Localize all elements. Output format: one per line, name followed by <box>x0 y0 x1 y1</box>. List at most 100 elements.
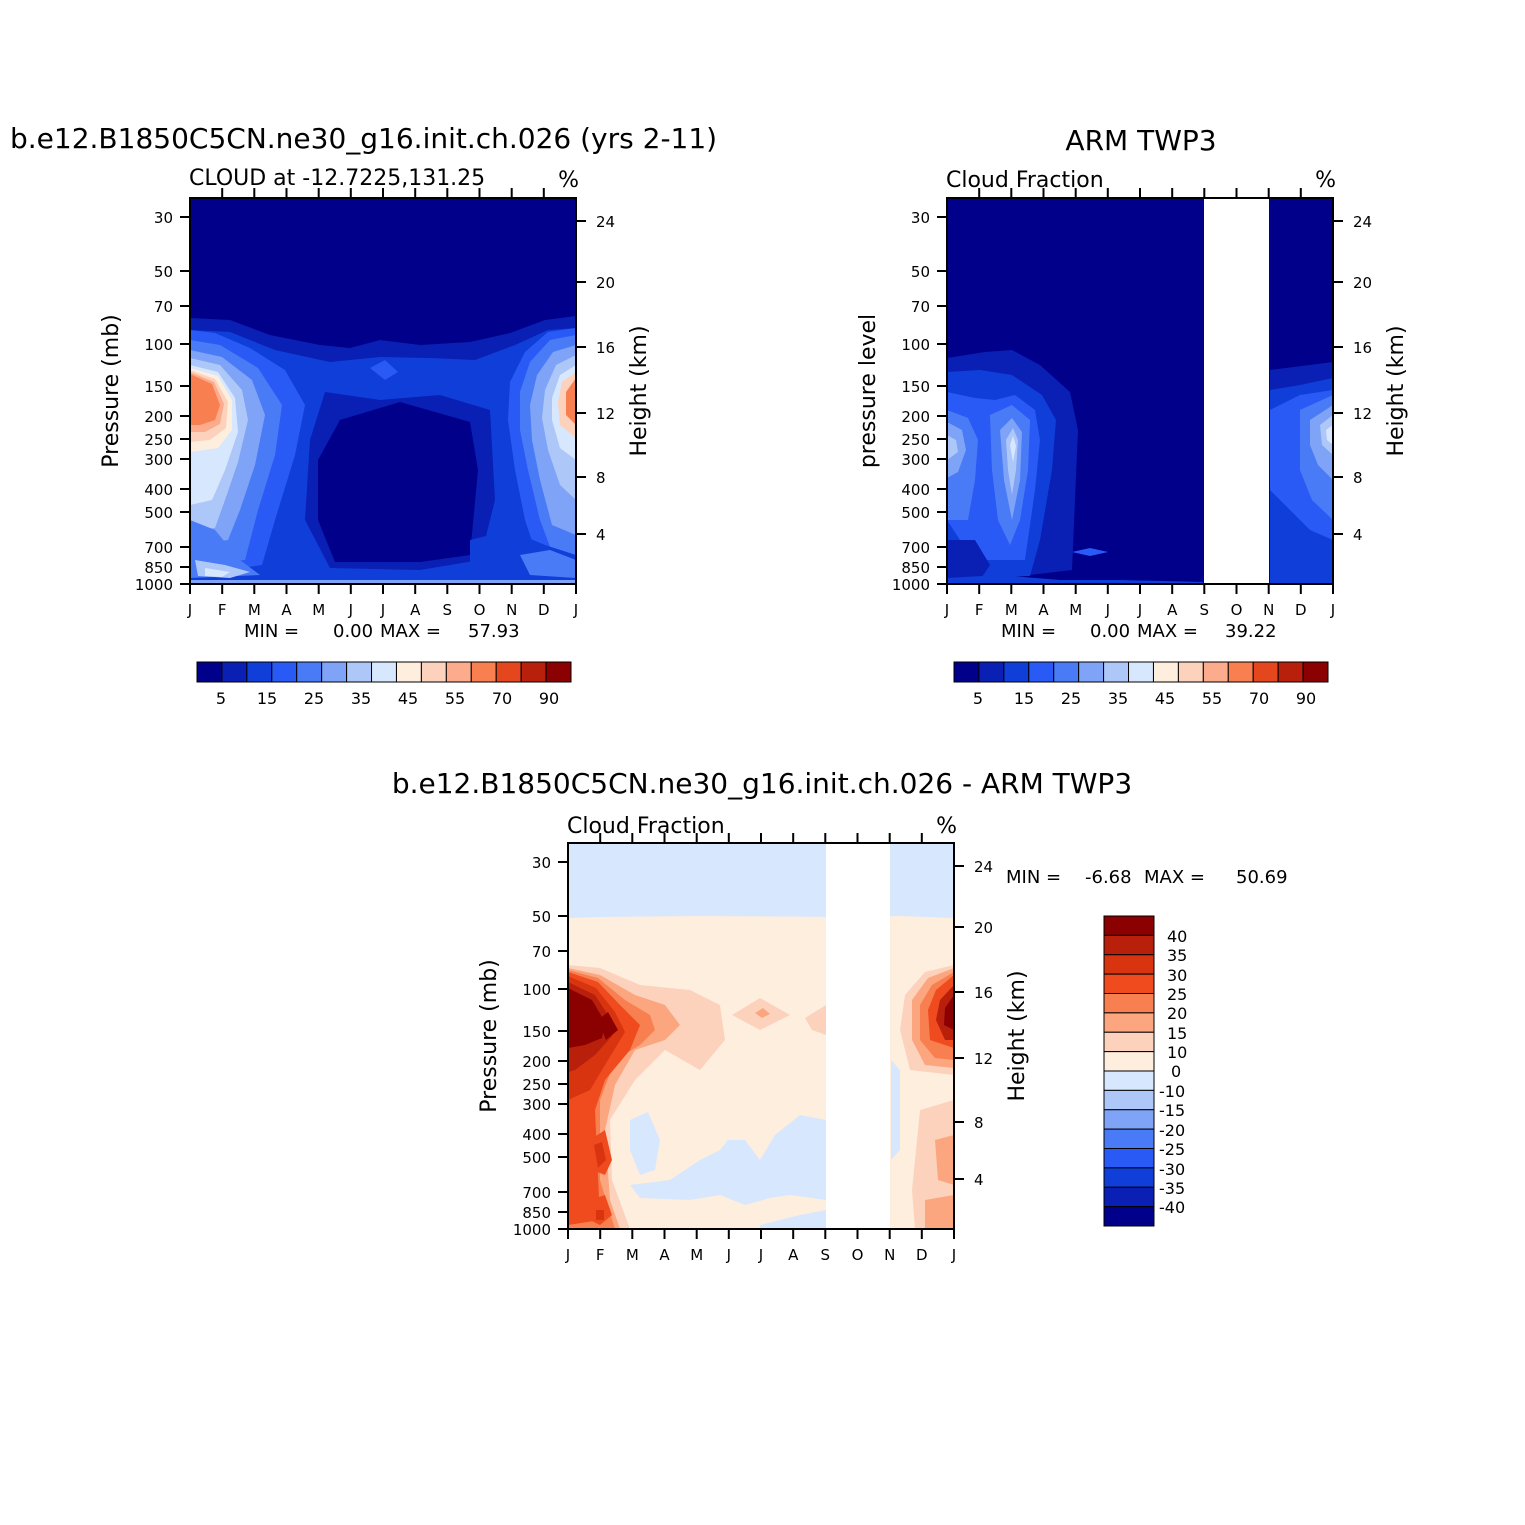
colorbar-label: -10 <box>1159 1082 1185 1101</box>
colorbar-label: -40 <box>1159 1198 1185 1217</box>
panel3-colorbar: 40 35 30 25 20 15 10 0 -10 -15 -20 -25 -… <box>1103 915 1187 1227</box>
x-tick: J <box>348 601 353 619</box>
y-right-tick: 8 <box>1353 469 1363 487</box>
x-tick: N <box>1263 601 1274 619</box>
panel3-frame-ticks <box>558 833 964 1239</box>
panel3-field <box>568 843 954 1229</box>
colorbar-swatch <box>1103 1167 1155 1188</box>
y-tick: 30 <box>911 209 930 227</box>
panel3-ylabel: Pressure (mb) <box>477 959 502 1113</box>
colorbar-swatch <box>1103 993 1155 1014</box>
colorbar-swatch <box>371 661 397 683</box>
colorbar-swatch <box>196 661 223 683</box>
x-tick: S <box>443 601 453 619</box>
colorbar-swatch <box>1177 661 1204 683</box>
panel2-title: ARM TWP3 <box>1065 124 1216 157</box>
panel3-title: b.e12.B1850C5CN.ne30_g16.init.ch.026 - A… <box>392 767 1132 800</box>
colorbar-label: 30 <box>1167 966 1187 985</box>
x-tick: A <box>281 601 292 619</box>
max-value: 50.69 <box>1236 867 1288 888</box>
y-tick: 1000 <box>892 576 930 594</box>
colorbar-swatch <box>221 661 248 683</box>
panel-model: b.e12.B1850C5CN.ne30_g16.init.ch.026 (yr… <box>10 122 717 708</box>
panel1-field <box>190 198 576 584</box>
x-tick: J <box>1137 601 1142 619</box>
x-tick: O <box>474 601 486 619</box>
panel1-x-ticks: J F M A M J J A S O N D J <box>187 601 578 619</box>
colorbar-swatch <box>470 661 497 683</box>
x-tick: M <box>690 1246 703 1264</box>
colorbar-label: 35 <box>1108 689 1128 708</box>
colorbar-label: 15 <box>1167 1024 1187 1043</box>
y-tick: 700 <box>522 1184 551 1202</box>
colorbar-swatch <box>395 661 422 683</box>
max-label: MAX = <box>380 621 441 642</box>
colorbar-label: 20 <box>1167 1004 1187 1023</box>
colorbar-swatch <box>1302 661 1329 683</box>
panel2-colorbar: 5 15 25 35 45 55 70 90 <box>953 661 1329 708</box>
y-right-tick: 4 <box>1353 526 1363 544</box>
y-tick: 150 <box>522 1023 551 1041</box>
y-tick: 500 <box>144 504 173 522</box>
colorbar-label: 25 <box>1061 689 1081 708</box>
colorbar-label: 15 <box>257 689 277 708</box>
y-tick: 850 <box>522 1204 551 1222</box>
x-tick: S <box>1200 601 1210 619</box>
panel3-y-ticks: 30 50 70 100 150 200 250 300 400 500 700… <box>513 854 551 1239</box>
colorbar-swatch <box>1252 661 1279 683</box>
colorbar-label: 5 <box>216 689 226 708</box>
min-label: MIN = <box>1001 621 1056 642</box>
x-tick: J <box>187 601 192 619</box>
y-right-tick: 24 <box>974 858 993 876</box>
max-label: MAX = <box>1137 621 1198 642</box>
y-tick: 150 <box>901 378 930 396</box>
y-tick: 500 <box>522 1149 551 1167</box>
colorbar-label: -30 <box>1159 1160 1185 1179</box>
y-tick: 30 <box>154 209 173 227</box>
y-tick: 200 <box>144 408 173 426</box>
colorbar-label: -25 <box>1159 1140 1185 1159</box>
y-tick: 700 <box>901 539 930 557</box>
y-tick: 250 <box>522 1076 551 1094</box>
y-right-tick: 4 <box>596 526 606 544</box>
colorbar-labels: 5 15 25 35 45 55 70 90 <box>973 689 1316 708</box>
panel3-units: % <box>936 814 957 839</box>
x-tick: N <box>884 1246 895 1264</box>
y-tick: 70 <box>154 298 173 316</box>
panel1-subtitle: CLOUD at -12.7225,131.25 <box>189 166 485 191</box>
min-value: 0.00 <box>333 621 373 642</box>
x-tick: D <box>538 601 550 619</box>
panel1-ylabel-right: Height (km) <box>627 325 652 456</box>
x-tick: D <box>916 1246 928 1264</box>
panel2-frame-ticks <box>937 188 1343 594</box>
y-tick: 400 <box>522 1126 551 1144</box>
colorbar-swatch <box>953 661 980 683</box>
x-tick: A <box>659 1246 670 1264</box>
colorbar-swatch <box>1103 934 1155 956</box>
x-tick: J <box>380 601 385 619</box>
y-right-tick: 12 <box>974 1050 993 1068</box>
x-tick: F <box>975 601 984 619</box>
y-tick: 1000 <box>513 1221 551 1239</box>
colorbar-swatch <box>1103 661 1130 683</box>
colorbar-swatch <box>1103 973 1155 994</box>
max-value: 57.93 <box>468 621 520 642</box>
colorbar-swatches <box>1103 915 1155 1227</box>
x-tick: J <box>944 601 949 619</box>
colorbar-label: 35 <box>1167 946 1187 965</box>
colorbar-label: -20 <box>1159 1121 1185 1140</box>
y-tick: 1000 <box>135 576 173 594</box>
colorbar-swatch <box>420 661 447 683</box>
panel2-y-ticks: 30 50 70 100 150 200 250 300 400 500 700… <box>892 209 930 594</box>
panel2-field <box>947 198 1333 584</box>
colorbar-swatch <box>1227 661 1254 683</box>
x-tick: F <box>218 601 227 619</box>
y-right-tick: 24 <box>1353 213 1372 231</box>
colorbar-swatch <box>1078 661 1105 683</box>
colorbar-swatch <box>1103 1128 1155 1149</box>
colorbar-swatch <box>1103 1051 1155 1072</box>
colorbar-labels: 40 35 30 25 20 15 10 0 -10 -15 -20 -25 -… <box>1159 927 1187 1217</box>
y-tick: 50 <box>154 263 173 281</box>
panel2-units: % <box>1315 168 1336 193</box>
y-right-tick: 16 <box>596 339 615 357</box>
